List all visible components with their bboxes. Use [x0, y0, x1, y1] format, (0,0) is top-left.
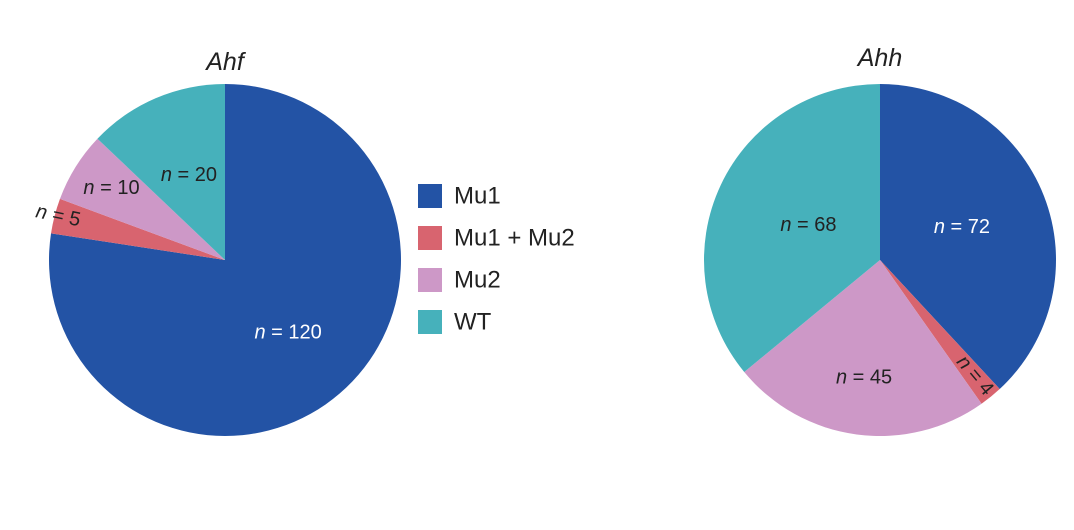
legend-item-mu1: Mu1	[418, 182, 501, 209]
pie-slice-ahh-mu1	[880, 84, 1057, 390]
pie-chart-ahf: Ahf n = 120 n = 5n = 10 n = 20	[34, 48, 402, 436]
pie-slice-ahh-wt	[703, 84, 880, 373]
legend-swatch	[418, 268, 442, 292]
legend-label: Mu2	[454, 266, 501, 293]
slice-label-ahf-mu2: n = 10	[83, 177, 139, 199]
slice-label-ahh-wt: n = 68	[780, 214, 836, 236]
pie-title-ahf: Ahf	[204, 48, 247, 76]
legend-label: Mu1 + Mu2	[454, 224, 575, 251]
pie-slice-ahf-wt	[97, 84, 225, 260]
legend-label: WT	[454, 308, 492, 335]
legend-swatch	[418, 226, 442, 250]
legend-swatch	[418, 310, 442, 334]
slice-label-ahh-mu2: n = 45	[836, 367, 892, 389]
legend: Mu1 Mu1 + Mu2 Mu2 WT	[418, 182, 575, 335]
legend-label: Mu1	[454, 182, 501, 209]
legend-item-mu2: Mu2	[418, 266, 501, 293]
slice-label-ahf-mu1-mu2: n = 5	[34, 201, 83, 232]
pie-chart-ahh: Ahh n = 72n = 4n = 45n = 68	[703, 44, 1057, 437]
slice-label-ahh-mu1: n = 72	[934, 216, 990, 238]
slice-label-ahf-wt: n = 20	[161, 164, 217, 186]
pie-slice-ahf-mu1	[49, 84, 402, 436]
pie-slice-ahf-mu2	[59, 138, 226, 260]
legend-swatch	[418, 184, 442, 208]
slice-label-ahf-mu1: n = 120	[254, 322, 321, 344]
pie-title-ahh: Ahh	[856, 44, 902, 72]
pie-slice-ahh-mu2	[744, 260, 982, 437]
legend-item-wt: WT	[418, 308, 492, 335]
legend-item-mu1-mu2: Mu1 + Mu2	[418, 224, 575, 251]
pie-slice-ahh-mu1-mu2	[880, 260, 1000, 404]
pie-slice-ahf-mu1-mu2	[51, 198, 225, 260]
